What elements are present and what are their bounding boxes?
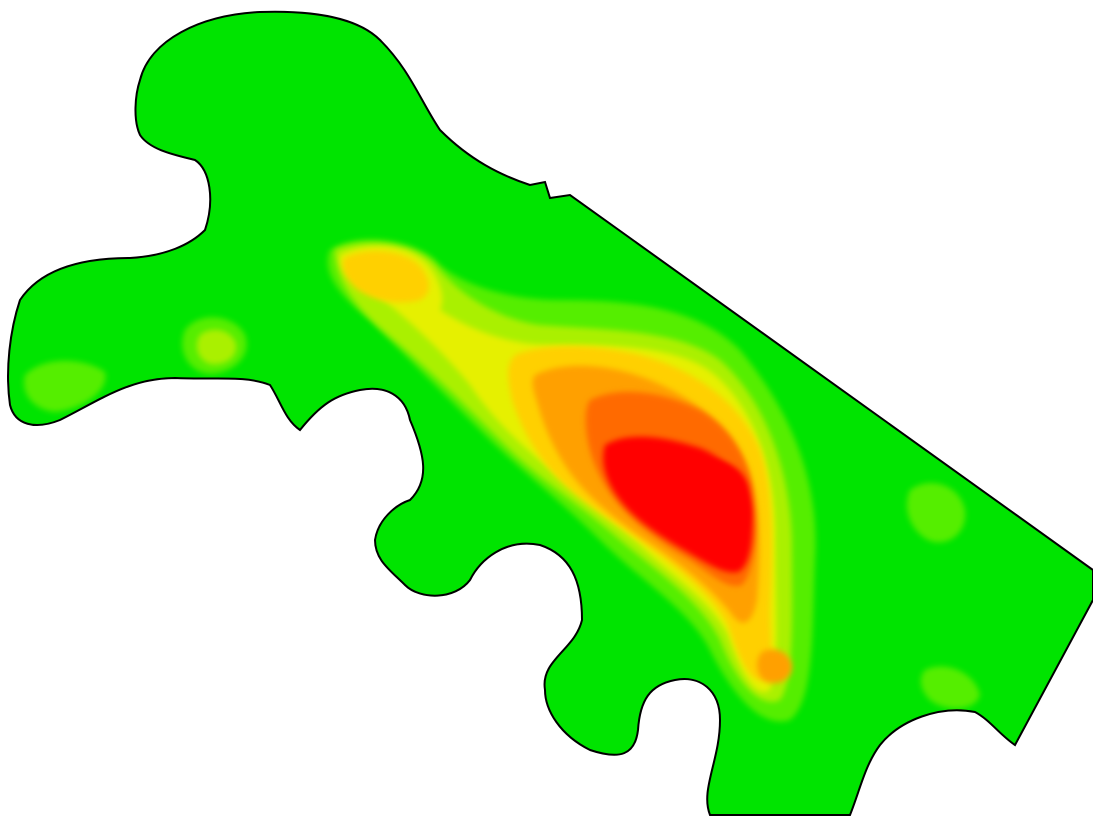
- heat-band-level-2: [196, 329, 237, 365]
- heat-band-level-1: [906, 482, 966, 543]
- heat-band-level-4: [342, 251, 429, 303]
- region-outline: [7, 10, 1093, 816]
- heat-band-level-1: [24, 360, 106, 412]
- heat-band-level-1: [920, 666, 980, 709]
- study-area: [7, 10, 1093, 816]
- heat-contours: [24, 239, 980, 722]
- heat-band-level-8: [652, 458, 751, 533]
- heat-band-level-5: [757, 649, 792, 684]
